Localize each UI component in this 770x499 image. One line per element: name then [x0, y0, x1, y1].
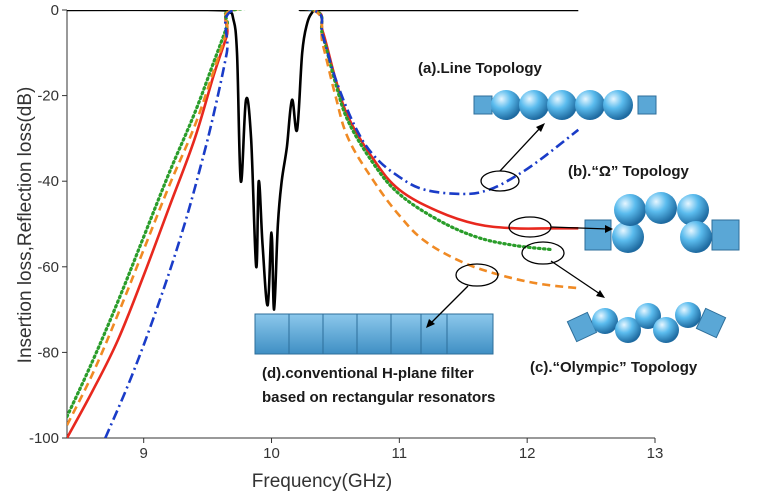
x-tick-label: 9 [140, 445, 148, 462]
callout-ellipse-c [521, 241, 565, 265]
series-line-0 [67, 10, 579, 311]
x-tick-label: 10 [263, 445, 280, 462]
line-topology-illustration [473, 90, 657, 120]
series-line-4 [104, 10, 580, 438]
annotation-olympic-topology: (c).“Olympic” Topology [530, 359, 698, 376]
callouts [429, 126, 609, 325]
olympic-topology-illustration [566, 302, 727, 343]
y-tick-label: -40 [37, 173, 59, 190]
callout-ellipse-d [455, 263, 499, 287]
y-tick-label: -80 [37, 344, 59, 361]
callout-arrowheads [426, 123, 613, 328]
y-tick-label: 0 [51, 2, 59, 19]
x-tick-label: 13 [647, 445, 664, 462]
omega-topology-illustration [584, 192, 740, 253]
annotation-h-plane-filter-line1: (d).conventional H-plane filter [262, 365, 474, 382]
series-line-3 [67, 10, 579, 426]
plot-frame [66, 10, 655, 439]
x-axis-label: Frequency(GHz) [252, 471, 392, 492]
tick-labels: 9 10 11 12 13 0 -20 -40 -60 -80 -100 [29, 2, 663, 462]
y-tick-label: -60 [37, 259, 59, 276]
x-tick-label: 11 [392, 445, 408, 462]
y-tick-label: -100 [29, 430, 59, 447]
x-tick-label: 12 [519, 445, 536, 462]
series-line-2 [67, 10, 555, 419]
series-lines [67, 10, 580, 438]
y-tick-label: -20 [37, 88, 59, 105]
y-axis-label: Insertion loss,Reflection loss(dB) [15, 87, 36, 364]
annotation-line-topology: (a).Line Topology [418, 60, 543, 77]
rectangular-resonator-filter-illustration [254, 313, 494, 355]
callout-ellipse-a [480, 170, 520, 192]
annotation-omega-topology: (b).“Ω” Topology [568, 163, 690, 180]
annotation-h-plane-filter-line2: based on rectangular resonators [262, 389, 495, 406]
axis-ticks [62, 9, 656, 443]
callout-ellipse-b [508, 216, 552, 238]
